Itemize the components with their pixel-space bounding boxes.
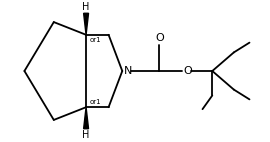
- Polygon shape: [84, 13, 89, 35]
- Text: N: N: [124, 66, 133, 76]
- Text: O: O: [155, 33, 164, 43]
- Polygon shape: [84, 107, 89, 129]
- Text: O: O: [183, 66, 192, 76]
- Text: or1: or1: [90, 99, 102, 105]
- Text: or1: or1: [90, 37, 102, 43]
- Text: H: H: [82, 2, 90, 12]
- Text: H: H: [82, 130, 90, 140]
